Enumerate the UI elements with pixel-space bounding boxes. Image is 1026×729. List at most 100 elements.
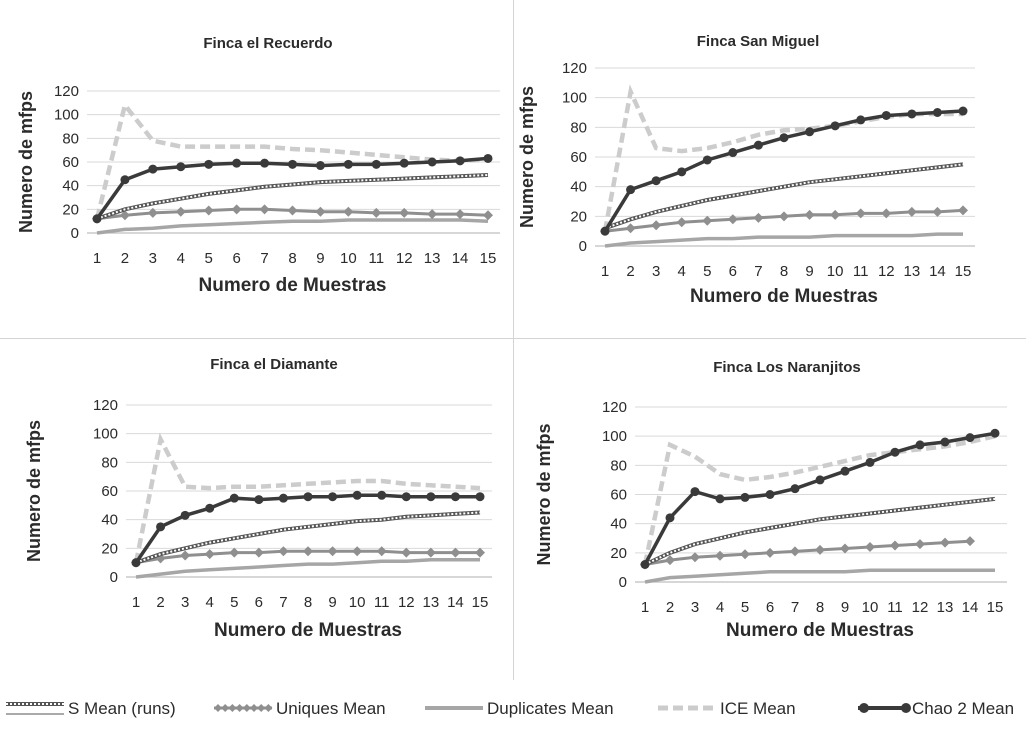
chart-title: Finca San Miguel	[697, 33, 820, 50]
data-point	[377, 491, 386, 500]
data-point	[260, 159, 269, 168]
x-tick-label: 4	[716, 599, 724, 616]
x-tick-label: 10	[827, 263, 844, 280]
data-point	[933, 108, 942, 117]
data-point	[891, 448, 900, 457]
x-tick-label: 5	[205, 250, 213, 267]
legend-item-chao: Chao 2 Mean	[858, 699, 1014, 718]
data-point	[831, 121, 840, 130]
data-point	[991, 429, 1000, 438]
y-tick-label: 60	[62, 154, 79, 171]
x-tick-label: 12	[396, 250, 413, 267]
data-point	[641, 560, 650, 569]
data-point	[815, 545, 825, 555]
x-tick-label: 14	[452, 250, 469, 267]
data-point	[916, 440, 925, 449]
data-point	[907, 207, 917, 217]
data-point	[427, 209, 437, 219]
x-tick-label: 6	[729, 263, 737, 280]
series-line	[605, 234, 963, 246]
data-point	[765, 548, 775, 558]
data-point	[401, 548, 411, 558]
legend-marker	[859, 703, 869, 713]
data-point	[715, 551, 725, 561]
data-point	[316, 161, 325, 170]
y-axis-label: Numero de mfps	[517, 86, 537, 228]
x-tick-label: 13	[424, 250, 441, 267]
x-tick-label: 15	[987, 599, 1004, 616]
data-point	[476, 492, 485, 501]
data-point	[475, 548, 485, 558]
data-point	[651, 220, 661, 230]
x-tick-label: 11	[853, 263, 869, 280]
data-point	[966, 433, 975, 442]
x-tick-label: 1	[132, 594, 140, 611]
chart-title: Finca el Recuerdo	[203, 35, 332, 52]
data-point	[205, 504, 214, 513]
x-tick-label: 1	[641, 599, 649, 616]
data-point	[830, 210, 840, 220]
x-tick-label: 12	[398, 594, 415, 611]
y-tick-label: 0	[110, 569, 118, 586]
x-tick-label: 2	[156, 594, 164, 611]
y-axis-label: Numero de mfps	[24, 420, 44, 562]
data-point	[856, 115, 865, 124]
series-duplicates	[605, 234, 963, 246]
legend-marker	[221, 704, 229, 712]
x-axis-label: Numero de Muestras	[726, 620, 914, 641]
data-point	[278, 546, 288, 556]
legend-marker	[228, 704, 236, 712]
series-duplicates	[136, 560, 480, 577]
data-point	[181, 511, 190, 520]
data-point	[279, 494, 288, 503]
data-point	[455, 209, 465, 219]
x-tick-label: 3	[149, 250, 157, 267]
data-point	[626, 223, 636, 233]
y-tick-label: 60	[610, 487, 627, 504]
data-point	[372, 160, 381, 169]
y-tick-label: 120	[602, 399, 627, 416]
data-point	[753, 213, 763, 223]
legend-marker	[214, 704, 222, 712]
x-tick-label: 4	[177, 250, 185, 267]
legend-marker	[257, 704, 265, 712]
data-point	[120, 175, 129, 184]
x-tick-label: 14	[929, 263, 946, 280]
series-uniques	[600, 205, 968, 236]
data-point	[232, 159, 241, 168]
y-tick-label: 80	[62, 130, 79, 147]
x-tick-label: 14	[962, 599, 979, 616]
x-axis-label: Numero de Muestras	[690, 286, 878, 307]
x-tick-label: 13	[937, 599, 954, 616]
data-point	[483, 210, 493, 220]
data-point	[288, 160, 297, 169]
data-point	[344, 160, 353, 169]
data-point	[716, 494, 725, 503]
data-point	[728, 214, 738, 224]
data-point	[691, 487, 700, 496]
data-point	[176, 162, 185, 171]
data-point	[484, 154, 493, 163]
data-point	[841, 467, 850, 476]
legend-label: ICE Mean	[720, 699, 796, 718]
data-point	[232, 204, 242, 214]
x-tick-label: 15	[955, 263, 972, 280]
data-point	[229, 548, 239, 558]
data-point	[601, 227, 610, 236]
y-tick-label: 100	[54, 107, 79, 124]
data-point	[303, 546, 313, 556]
data-point	[328, 546, 338, 556]
y-tick-label: 80	[101, 454, 118, 471]
y-tick-label: 100	[93, 426, 118, 443]
x-axis-label: Numero de Muestras	[199, 275, 387, 296]
data-point	[965, 536, 975, 546]
data-point	[456, 156, 465, 165]
data-point	[890, 541, 900, 551]
x-tick-label: 3	[691, 599, 699, 616]
x-tick-label: 8	[288, 250, 296, 267]
data-point	[816, 475, 825, 484]
data-point	[865, 542, 875, 552]
y-tick-label: 120	[562, 60, 587, 77]
data-point	[882, 111, 891, 120]
